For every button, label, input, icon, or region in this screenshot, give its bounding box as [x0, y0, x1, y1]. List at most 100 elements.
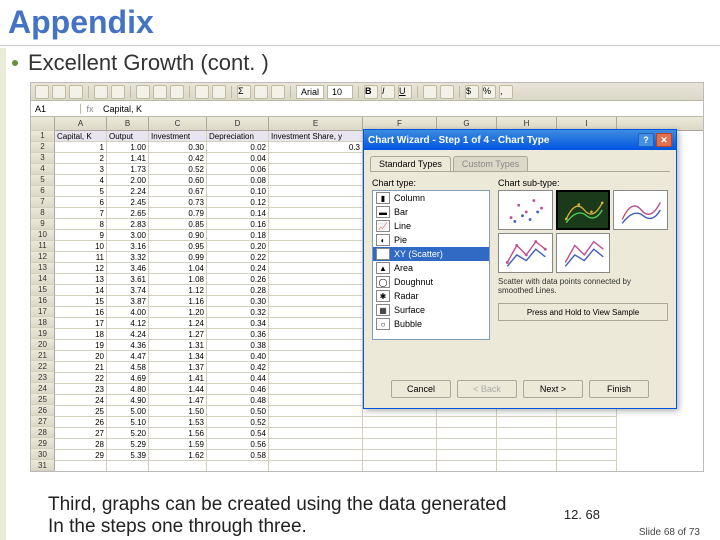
cell[interactable] [557, 417, 617, 428]
row-header[interactable]: 15 [31, 285, 55, 296]
cell[interactable]: 0.28 [207, 285, 269, 296]
align-left-icon[interactable] [423, 85, 437, 99]
cell[interactable] [437, 461, 497, 471]
cell[interactable]: Investment [149, 131, 207, 142]
row-header[interactable]: 24 [31, 383, 55, 394]
cell[interactable]: 15 [55, 296, 107, 307]
row-header[interactable]: 19 [31, 328, 55, 339]
cell[interactable]: 5 [55, 186, 107, 197]
cell[interactable]: 5.00 [107, 406, 149, 417]
cell[interactable]: 3 [55, 164, 107, 175]
cell[interactable]: 23 [55, 384, 107, 395]
tab-custom-types[interactable]: Custom Types [453, 156, 528, 171]
cell[interactable] [363, 417, 437, 428]
cell[interactable] [497, 450, 557, 461]
cell[interactable] [269, 219, 363, 230]
cell[interactable]: 0.50 [207, 406, 269, 417]
open-icon[interactable] [52, 85, 66, 99]
cell[interactable] [269, 417, 363, 428]
cell[interactable]: 0.67 [149, 186, 207, 197]
row-header[interactable]: 20 [31, 339, 55, 350]
cell[interactable]: 4.36 [107, 340, 149, 351]
paste-icon[interactable] [170, 85, 184, 99]
cell[interactable]: 2 [55, 153, 107, 164]
cancel-button[interactable]: Cancel [391, 380, 451, 398]
row-header[interactable]: 3 [31, 153, 55, 164]
cell[interactable] [437, 450, 497, 461]
column-header[interactable]: D [207, 117, 269, 130]
cell[interactable]: 0.73 [149, 197, 207, 208]
cell[interactable]: 0.40 [207, 351, 269, 362]
column-header[interactable]: E [269, 117, 363, 130]
cell[interactable]: 5.20 [107, 428, 149, 439]
cell[interactable] [269, 263, 363, 274]
subtype-scatter-smooth[interactable] [613, 190, 668, 230]
cell[interactable]: 4.58 [107, 362, 149, 373]
cell[interactable]: 5.10 [107, 417, 149, 428]
chart-icon[interactable] [271, 85, 285, 99]
cell[interactable] [557, 439, 617, 450]
chart-type-listbox[interactable]: ▮Column▬Bar📈Line◐Pie∴XY (Scatter)▲Area◯D… [372, 190, 490, 340]
cell[interactable]: 2.45 [107, 197, 149, 208]
cell[interactable]: 4.80 [107, 384, 149, 395]
cell[interactable] [269, 252, 363, 263]
cell[interactable] [557, 450, 617, 461]
cell[interactable]: 0.58 [207, 450, 269, 461]
cell[interactable]: Investment Share, y [269, 131, 363, 142]
cell[interactable]: 1.27 [149, 329, 207, 340]
underline-icon[interactable]: U [398, 85, 412, 99]
row-header[interactable]: 13 [31, 263, 55, 274]
row-header[interactable]: 5 [31, 175, 55, 186]
cell[interactable]: 11 [55, 252, 107, 263]
cell[interactable]: 0.06 [207, 164, 269, 175]
cell[interactable]: 0.44 [207, 373, 269, 384]
subtype-scatter-markers[interactable] [498, 190, 553, 230]
new-icon[interactable] [35, 85, 49, 99]
row-header[interactable]: 9 [31, 219, 55, 230]
cell[interactable]: 0.24 [207, 263, 269, 274]
column-header[interactable]: C [149, 117, 207, 130]
cell[interactable]: 0.56 [207, 439, 269, 450]
chart-type-item[interactable]: ◐Pie [373, 233, 489, 247]
cell[interactable]: 7 [55, 208, 107, 219]
cell[interactable]: Capital, K [55, 131, 107, 142]
cell[interactable]: Output [107, 131, 149, 142]
cell[interactable]: 0.32 [207, 307, 269, 318]
cell-address-box[interactable]: A1 [31, 104, 81, 114]
fx-icon[interactable]: fx [81, 104, 99, 114]
cell[interactable]: 0.42 [149, 153, 207, 164]
cell[interactable] [437, 428, 497, 439]
sum-icon[interactable]: Σ [237, 85, 251, 99]
cell[interactable]: 0.46 [207, 384, 269, 395]
cell[interactable] [207, 461, 269, 471]
help-icon[interactable]: ? [638, 133, 654, 147]
cell[interactable]: 14 [55, 285, 107, 296]
cell[interactable]: 0.85 [149, 219, 207, 230]
cell[interactable] [269, 351, 363, 362]
wizard-titlebar[interactable]: Chart Wizard - Step 1 of 4 - Chart Type … [364, 130, 676, 150]
column-header[interactable]: A [55, 117, 107, 130]
cell[interactable]: 0.26 [207, 274, 269, 285]
cell[interactable]: 0.52 [207, 417, 269, 428]
cell[interactable]: 4.12 [107, 318, 149, 329]
cell[interactable] [269, 395, 363, 406]
cell[interactable]: 0.08 [207, 175, 269, 186]
cell[interactable] [269, 197, 363, 208]
cell[interactable]: 5.29 [107, 439, 149, 450]
row-header[interactable]: 14 [31, 274, 55, 285]
cell[interactable]: 0.16 [207, 219, 269, 230]
cell[interactable] [269, 340, 363, 351]
cell[interactable] [269, 186, 363, 197]
cell[interactable]: 21 [55, 362, 107, 373]
row-header[interactable]: 12 [31, 252, 55, 263]
cell[interactable]: 1.62 [149, 450, 207, 461]
cell[interactable]: 0.20 [207, 241, 269, 252]
row-header[interactable]: 11 [31, 241, 55, 252]
cell[interactable]: 2.00 [107, 175, 149, 186]
cell[interactable] [269, 175, 363, 186]
cell[interactable]: 17 [55, 318, 107, 329]
cell[interactable]: 0.10 [207, 186, 269, 197]
row-header[interactable]: 7 [31, 197, 55, 208]
row-header[interactable]: 29 [31, 438, 55, 449]
cell[interactable]: 9 [55, 230, 107, 241]
